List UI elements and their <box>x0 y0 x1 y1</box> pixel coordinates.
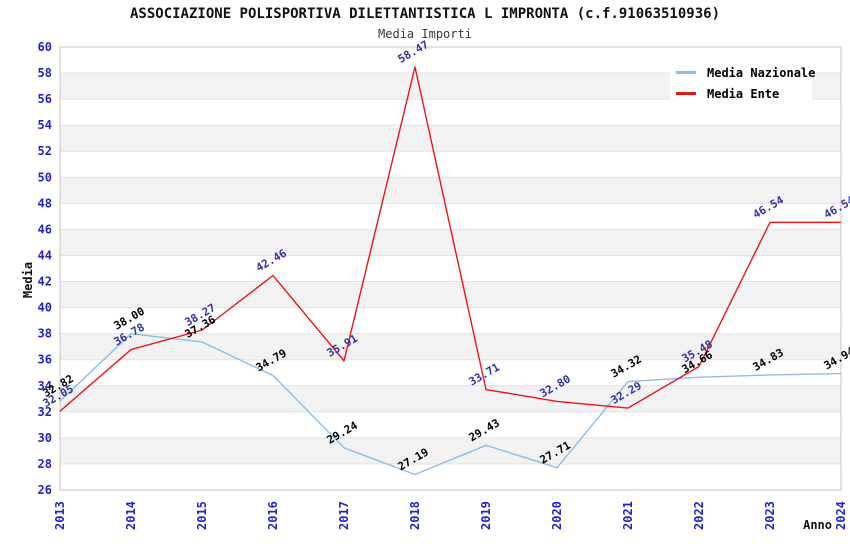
x-tick-label: 2015 <box>195 501 209 530</box>
x-tick-label: 2017 <box>337 501 351 530</box>
x-axis-title: Anno <box>803 518 832 532</box>
x-tick-label: 2022 <box>692 501 706 530</box>
x-tick-label: 2018 <box>408 501 422 530</box>
legend-label: Media Ente <box>707 86 780 101</box>
grid-band <box>60 411 841 438</box>
plot-border <box>59 46 842 491</box>
y-tick-label: 36 <box>38 353 52 367</box>
y-tick-label: 54 <box>38 118 52 132</box>
y-tick-label: 28 <box>38 457 52 471</box>
y-tick-label: 26 <box>38 483 52 497</box>
y-tick-label: 44 <box>38 248 52 262</box>
y-tick-label: 32 <box>38 405 52 419</box>
y-tick-label: 56 <box>38 92 52 106</box>
y-axis-title: Media <box>21 261 35 299</box>
chart-subtitle: Media Importi <box>378 27 472 41</box>
legend: Media Nazionale Media Ente <box>670 57 816 105</box>
y-tick-label: 50 <box>38 170 52 184</box>
x-tick-label: 2013 <box>53 501 67 530</box>
x-tick-label: 2020 <box>550 501 564 530</box>
chart-title: ASSOCIAZIONE POLISPORTIVA DILETTANTISTIC… <box>129 6 720 22</box>
x-tick-label: 2024 <box>834 501 848 530</box>
legend-line-icon-ente <box>676 92 696 95</box>
y-tick-label: 52 <box>38 144 52 158</box>
legend-item-media-ente: Media Ente <box>676 85 812 102</box>
grid-band <box>60 463 841 490</box>
x-tick-label: 2019 <box>479 501 493 530</box>
x-tick-label: 2016 <box>266 501 280 530</box>
grid-band <box>60 255 841 282</box>
y-tick-label: 58 <box>38 66 52 80</box>
y-tick-label: 34 <box>38 379 52 393</box>
series-line-media-nazionale <box>59 332 842 476</box>
grid-band <box>60 333 841 360</box>
x-tick-label: 2014 <box>124 501 138 530</box>
legend-item-media-nazionale: Media Nazionale <box>676 64 816 81</box>
grid-band <box>60 229 841 256</box>
series-line-media-ente <box>59 66 841 412</box>
grid-band <box>60 359 841 386</box>
x-tick-label: 2021 <box>621 501 635 530</box>
grid-band <box>60 307 841 334</box>
y-tick-label: 42 <box>38 275 52 289</box>
legend-line-icon-nazionale <box>676 71 696 74</box>
y-tick-label: 46 <box>38 222 52 236</box>
x-tick-label: 2023 <box>763 501 777 530</box>
grid-band <box>60 151 841 178</box>
y-tick-label: 60 <box>38 40 52 54</box>
y-tick-label: 48 <box>38 196 52 210</box>
y-tick-label: 38 <box>38 327 52 341</box>
grid-band <box>60 177 841 204</box>
legend-label: Media Nazionale <box>707 65 816 80</box>
grid-band <box>60 385 841 412</box>
y-tick-label: 30 <box>38 431 52 445</box>
grid-band <box>60 125 841 152</box>
grid-band <box>60 281 841 308</box>
y-tick-label: 40 <box>38 301 52 315</box>
